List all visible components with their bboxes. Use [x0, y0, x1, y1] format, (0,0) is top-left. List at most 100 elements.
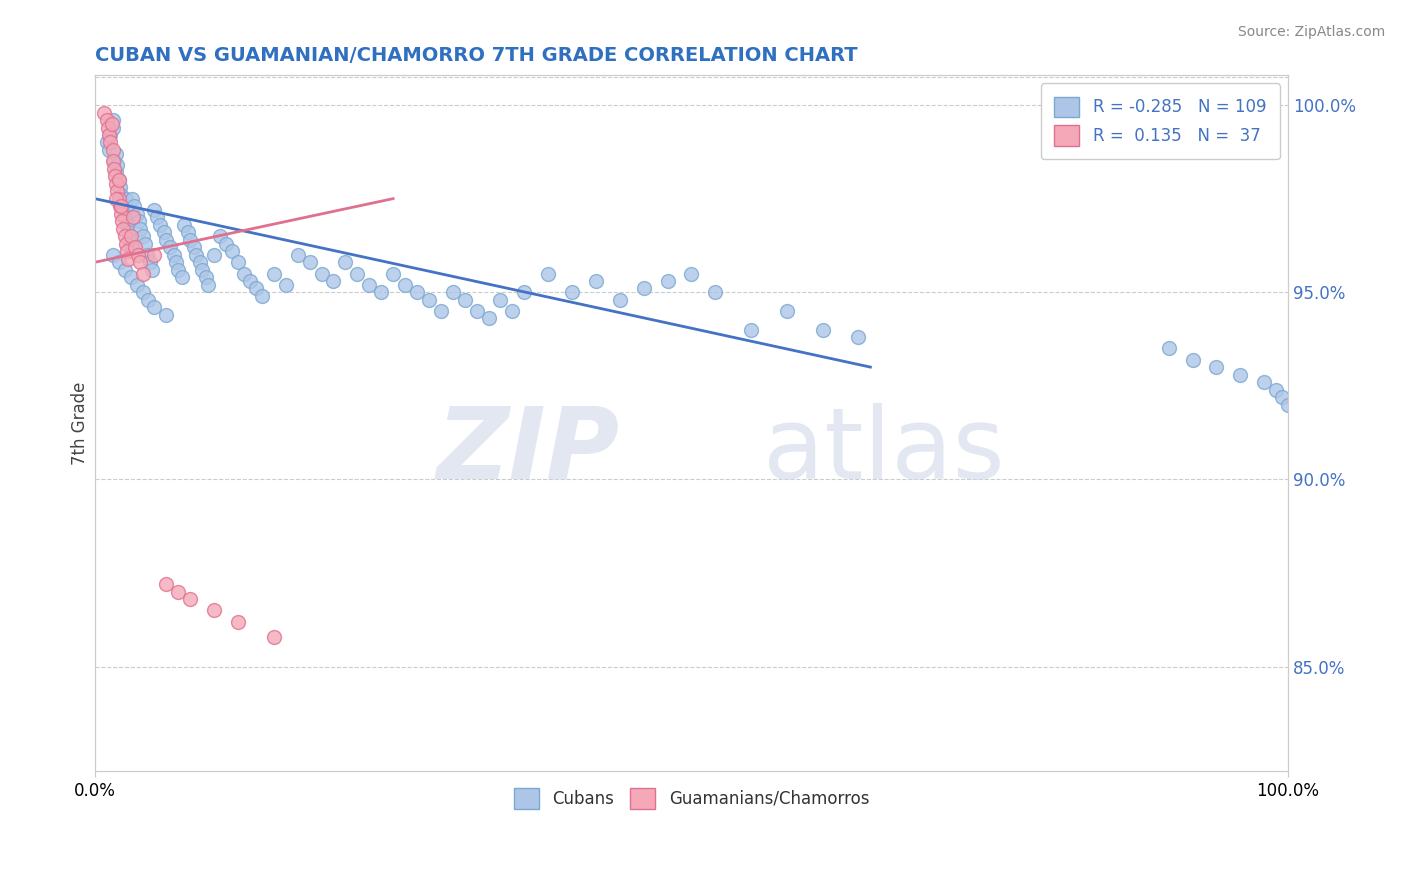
Point	[454, 293, 477, 307]
Point	[146, 211, 169, 225]
Point	[537, 267, 560, 281]
Point	[188, 255, 211, 269]
Point	[111, 214, 134, 228]
Point	[394, 277, 416, 292]
Point	[202, 248, 225, 262]
Point	[585, 274, 607, 288]
Point	[183, 240, 205, 254]
Point	[129, 221, 152, 235]
Point	[129, 255, 152, 269]
Point	[114, 262, 136, 277]
Point	[263, 630, 285, 644]
Point	[441, 285, 464, 300]
Point	[107, 173, 129, 187]
Point	[120, 270, 142, 285]
Point	[110, 206, 132, 220]
Point	[118, 233, 141, 247]
Point	[179, 233, 201, 247]
Point	[1229, 368, 1251, 382]
Point	[101, 248, 124, 262]
Point	[117, 225, 139, 239]
Point	[1265, 383, 1288, 397]
Point	[489, 293, 512, 307]
Point	[215, 236, 238, 251]
Point	[114, 229, 136, 244]
Point	[103, 154, 125, 169]
Point	[159, 240, 181, 254]
Point	[107, 192, 129, 206]
Point	[97, 120, 120, 135]
Point	[239, 274, 262, 288]
Point	[335, 255, 357, 269]
Point	[287, 248, 309, 262]
Point	[1271, 390, 1294, 404]
Point	[127, 248, 149, 262]
Point	[155, 577, 177, 591]
Point	[98, 143, 121, 157]
Point	[141, 262, 163, 277]
Point	[406, 285, 429, 300]
Point	[202, 603, 225, 617]
Point	[101, 143, 124, 157]
Point	[115, 218, 138, 232]
Point	[111, 195, 134, 210]
Point	[226, 615, 249, 629]
Point	[848, 330, 870, 344]
Point	[114, 192, 136, 206]
Point	[191, 262, 214, 277]
Point	[209, 229, 232, 244]
Point	[153, 225, 176, 239]
Text: CUBAN VS GUAMANIAN/CHAMORRO 7TH GRADE CORRELATION CHART: CUBAN VS GUAMANIAN/CHAMORRO 7TH GRADE CO…	[94, 46, 858, 65]
Point	[263, 267, 285, 281]
Point	[477, 311, 499, 326]
Point	[108, 199, 131, 213]
Point	[250, 289, 273, 303]
Point	[112, 221, 135, 235]
Point	[107, 173, 129, 187]
Point	[101, 154, 124, 169]
Point	[104, 169, 127, 184]
Point	[681, 267, 703, 281]
Point	[138, 255, 160, 269]
Point	[186, 248, 208, 262]
Point	[120, 240, 142, 254]
Point	[322, 274, 344, 288]
Point	[101, 120, 124, 135]
Point	[346, 267, 368, 281]
Point	[226, 255, 249, 269]
Point	[100, 117, 122, 131]
Text: Source: ZipAtlas.com: Source: ZipAtlas.com	[1237, 25, 1385, 39]
Point	[96, 113, 118, 128]
Point	[101, 113, 124, 128]
Point	[107, 184, 129, 198]
Point	[93, 105, 115, 120]
Point	[1157, 342, 1180, 356]
Point	[108, 180, 131, 194]
Point	[1181, 352, 1204, 367]
Point	[1253, 375, 1275, 389]
Point	[131, 229, 153, 244]
Point	[107, 158, 129, 172]
Point	[121, 192, 143, 206]
Point	[501, 304, 523, 318]
Point	[105, 177, 128, 191]
Point	[96, 136, 118, 150]
Point	[657, 274, 679, 288]
Point	[197, 277, 219, 292]
Point	[117, 252, 139, 266]
Point	[194, 270, 217, 285]
Point	[149, 218, 172, 232]
Point	[120, 229, 142, 244]
Point	[98, 136, 121, 150]
Point	[110, 199, 132, 213]
Point	[103, 161, 125, 176]
Point	[143, 202, 166, 217]
Point	[609, 293, 631, 307]
Text: atlas: atlas	[763, 402, 1005, 500]
Point	[114, 236, 136, 251]
Point	[370, 285, 392, 300]
Point	[167, 262, 190, 277]
Point	[177, 225, 200, 239]
Point	[110, 187, 132, 202]
Point	[245, 281, 267, 295]
